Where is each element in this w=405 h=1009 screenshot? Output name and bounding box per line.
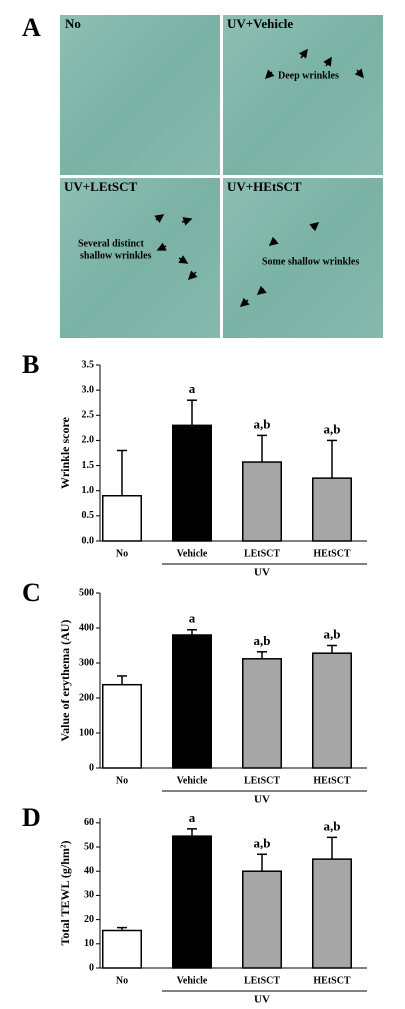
x-tick-label: No <box>116 975 128 986</box>
photo-note: Deep wrinkles <box>278 70 339 81</box>
annotation: a <box>189 810 196 825</box>
panel-letter: C <box>22 578 41 607</box>
y-tick-label: 30 <box>84 890 94 901</box>
y-tick-label: 500 <box>79 587 94 598</box>
y-tick-label: 1.0 <box>82 485 95 496</box>
annotation: a,b <box>254 416 271 431</box>
group-label: UV <box>254 567 270 579</box>
annotation: a,b <box>324 421 341 436</box>
photo-label: UV+HEtSCT <box>227 179 302 194</box>
annotation: a,b <box>324 818 341 833</box>
y-tick-label: 400 <box>79 622 94 633</box>
panel-letter: B <box>22 350 39 379</box>
photo <box>60 15 220 175</box>
bar <box>312 477 352 542</box>
y-tick-label: 100 <box>79 727 94 738</box>
y-tick-label: 0 <box>89 962 94 973</box>
bar <box>242 658 282 769</box>
y-axis-label: Value of erythema (AU) <box>58 620 72 742</box>
y-tick-label: 10 <box>84 938 94 949</box>
y-axis-label: Total TEWL (g/hm²) <box>58 841 72 946</box>
group-label: UV <box>254 794 270 806</box>
x-tick-label: No <box>116 775 128 786</box>
bar <box>242 870 282 969</box>
panel-a: A No UV+Vehicle UV+LEtSCT UV+HEtSCT Deep… <box>22 13 383 338</box>
x-tick-label: Vehicle <box>177 975 208 986</box>
y-tick-label: 3.5 <box>82 359 95 370</box>
bar <box>102 494 142 542</box>
photo-label: UV+Vehicle <box>227 16 293 31</box>
y-tick-label: 20 <box>84 914 94 925</box>
x-tick-label: Vehicle <box>177 775 208 786</box>
x-tick-label: Vehicle <box>177 548 208 559</box>
x-tick-label: LEtSCT <box>244 775 280 786</box>
bar <box>242 461 282 542</box>
photo-label: UV+LEtSCT <box>64 179 137 194</box>
bar <box>312 858 352 969</box>
y-tick-label: 2.5 <box>82 410 95 421</box>
y-tick-label: 3.0 <box>82 384 95 395</box>
photo-label: No <box>65 16 81 31</box>
y-tick-label: 60 <box>84 817 94 828</box>
y-tick-label: 0 <box>89 762 94 773</box>
x-tick-label: LEtSCT <box>244 548 280 559</box>
y-tick-label: 0.0 <box>82 535 95 546</box>
annotation: a,b <box>254 633 271 648</box>
bar <box>172 424 212 542</box>
y-axis-label: Wrinkle score <box>58 416 72 489</box>
panel-letter: D <box>22 803 41 832</box>
y-tick-label: 40 <box>84 866 94 877</box>
photo <box>223 15 383 175</box>
y-tick-label: 2.0 <box>82 435 95 446</box>
annotation: a,b <box>254 835 271 850</box>
panel-letter: A <box>22 13 41 42</box>
bar <box>102 929 142 969</box>
y-tick-label: 1.5 <box>82 460 95 471</box>
bar <box>312 652 352 769</box>
annotation: a <box>189 611 196 626</box>
x-tick-label: HEtSCT <box>313 975 351 986</box>
bar <box>102 683 142 769</box>
annotation: a,b <box>324 626 341 641</box>
y-tick-label: 300 <box>79 657 94 668</box>
bar <box>172 835 212 969</box>
x-tick-label: HEtSCT <box>313 775 351 786</box>
y-tick-label: 0.5 <box>82 510 95 521</box>
x-tick-label: LEtSCT <box>244 975 280 986</box>
photo-note: shallow wrinkles <box>80 250 152 261</box>
annotation: a <box>189 381 196 396</box>
bar <box>172 634 212 769</box>
photo-note: Some shallow wrinkles <box>262 256 359 267</box>
photo <box>60 178 220 338</box>
x-tick-label: HEtSCT <box>313 548 351 559</box>
x-tick-label: No <box>116 548 128 559</box>
arrows <box>154 48 364 307</box>
photo-note: Several distinct <box>78 238 144 249</box>
photo <box>223 178 383 338</box>
y-tick-label: 50 <box>84 841 94 852</box>
group-label: UV <box>254 994 270 1006</box>
y-tick-label: 200 <box>79 692 94 703</box>
